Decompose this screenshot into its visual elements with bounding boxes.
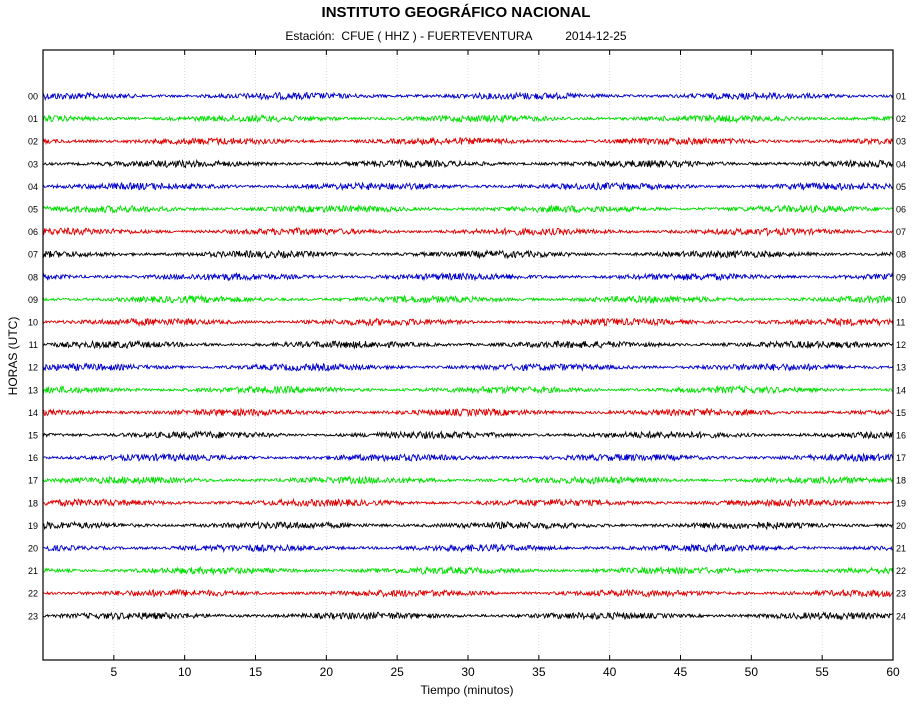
trace-hour-03 <box>42 158 894 169</box>
right-hour-label: 23 <box>896 589 906 599</box>
left-hour-label: 06 <box>28 227 38 237</box>
trace-hour-08 <box>42 272 894 282</box>
right-hour-label: 04 <box>896 159 906 169</box>
right-hour-label: 15 <box>896 408 906 418</box>
right-hour-label: 18 <box>896 476 906 486</box>
x-tick-label: 5 <box>110 665 117 679</box>
trace-hour-10 <box>42 317 894 328</box>
right-hour-label: 01 <box>896 92 906 102</box>
right-hour-label: 19 <box>896 498 906 508</box>
right-hour-label: 11 <box>896 318 905 328</box>
trace-hour-17 <box>42 475 894 486</box>
right-hour-label: 06 <box>896 205 906 215</box>
left-hour-label: 17 <box>28 476 38 486</box>
x-tick-label: 45 <box>674 665 688 679</box>
right-hour-label: 21 <box>896 544 906 554</box>
record-date: 2014-12-25 <box>565 29 627 43</box>
left-hour-label: 05 <box>28 205 38 215</box>
left-hour-label: 16 <box>28 453 38 463</box>
station-label: Estación: <box>285 29 335 43</box>
x-tick-label: 40 <box>603 665 617 679</box>
trace-hour-13 <box>42 384 893 395</box>
right-hour-labels: 01 02 03 04 05 06 07 08 09 10 11 12 13 14 15 16 17 18 19 20… <box>896 92 906 622</box>
x-tick-label: 20 <box>320 665 334 679</box>
trace-hour-23 <box>42 611 893 621</box>
trace-hour-14 <box>42 407 893 418</box>
trace-hour-20 <box>42 542 894 554</box>
left-hour-label: 00 <box>28 92 38 102</box>
left-hour-label: 08 <box>28 272 38 282</box>
trace-hour-22 <box>42 588 894 599</box>
x-tick-label: 10 <box>178 665 192 679</box>
right-hour-label: 10 <box>896 295 906 305</box>
right-hour-label: 24 <box>896 611 906 621</box>
left-hour-label: 15 <box>28 431 38 441</box>
left-hour-label: 13 <box>28 385 38 395</box>
left-hour-label: 23 <box>28 611 38 621</box>
right-hour-label: 20 <box>896 521 906 531</box>
right-hour-label: 03 <box>896 137 906 147</box>
right-hour-label: 14 <box>896 385 906 395</box>
x-tick-label: 15 <box>249 665 263 679</box>
trace-hour-04 <box>42 181 894 192</box>
left-hour-label: 18 <box>28 498 38 508</box>
left-hour-label: 19 <box>28 521 38 531</box>
trace-hour-06 <box>42 226 893 237</box>
x-tick-label: 50 <box>745 665 759 679</box>
right-hour-label: 08 <box>896 250 906 260</box>
left-hour-label: 21 <box>28 566 38 576</box>
trace-hour-16 <box>42 452 894 463</box>
trace-hour-15 <box>42 430 894 440</box>
trace-hour-02 <box>42 136 894 147</box>
trace-hour-12 <box>42 362 894 372</box>
trace-hour-01 <box>42 113 894 124</box>
left-hour-label: 14 <box>28 408 38 418</box>
chart-title: INSTITUTO GEOGRÁFICO NACIONAL <box>321 4 591 21</box>
x-tick-label: 55 <box>815 665 829 679</box>
right-hour-label: 09 <box>896 272 906 282</box>
right-hour-label: 07 <box>896 227 906 237</box>
left-hour-label: 11 <box>29 340 38 350</box>
x-axis: 5 10 15 20 25 30 35 40 45 50 55 60 <box>110 50 900 679</box>
chart-subtitle: Estación: CFUE ( HHZ ) - FUERTEVENTURA 2… <box>0 29 912 43</box>
right-hour-label: 22 <box>896 566 906 576</box>
trace-hour-21 <box>42 565 894 576</box>
left-hour-label: 09 <box>28 295 38 305</box>
left-hour-label: 22 <box>28 589 38 599</box>
trace-hour-19 <box>42 520 894 531</box>
trace-hour-07 <box>42 248 894 260</box>
left-hour-label: 02 <box>28 137 38 147</box>
x-tick-label: 60 <box>886 665 900 679</box>
x-tick-label: 25 <box>390 665 404 679</box>
seismogram-traces <box>42 91 894 621</box>
left-hour-label: 01 <box>28 114 38 124</box>
left-hour-label: 03 <box>28 159 38 169</box>
x-axis-label: Tiempo (minutos) <box>421 683 514 697</box>
left-hour-label: 10 <box>28 318 38 328</box>
right-hour-label: 05 <box>896 182 906 192</box>
right-hour-label: 16 <box>896 431 906 441</box>
left-hour-label: 20 <box>28 544 38 554</box>
right-hour-label: 13 <box>896 363 906 373</box>
trace-hour-18 <box>42 497 894 508</box>
left-hour-label: 04 <box>28 182 38 192</box>
y-axis-label: HORAS (UTC) <box>6 317 20 396</box>
left-hour-labels: 00 01 02 03 04 05 06 07 08 09 10 11 12 13 14 15 16 17 18 19… <box>28 92 38 622</box>
right-hour-label: 02 <box>896 114 906 124</box>
left-hour-label: 12 <box>28 363 38 373</box>
left-hour-label: 07 <box>28 250 38 260</box>
x-tick-label: 30 <box>461 665 475 679</box>
trace-hour-09 <box>42 294 894 305</box>
right-hour-label: 17 <box>896 453 906 463</box>
trace-hour-05 <box>42 204 893 214</box>
right-hour-label: 12 <box>896 340 906 350</box>
trace-hour-11 <box>42 339 894 350</box>
station-name: CFUE ( HHZ ) - FUERTEVENTURA <box>341 29 532 43</box>
trace-hour-00 <box>42 91 894 101</box>
x-tick-label: 35 <box>532 665 546 679</box>
